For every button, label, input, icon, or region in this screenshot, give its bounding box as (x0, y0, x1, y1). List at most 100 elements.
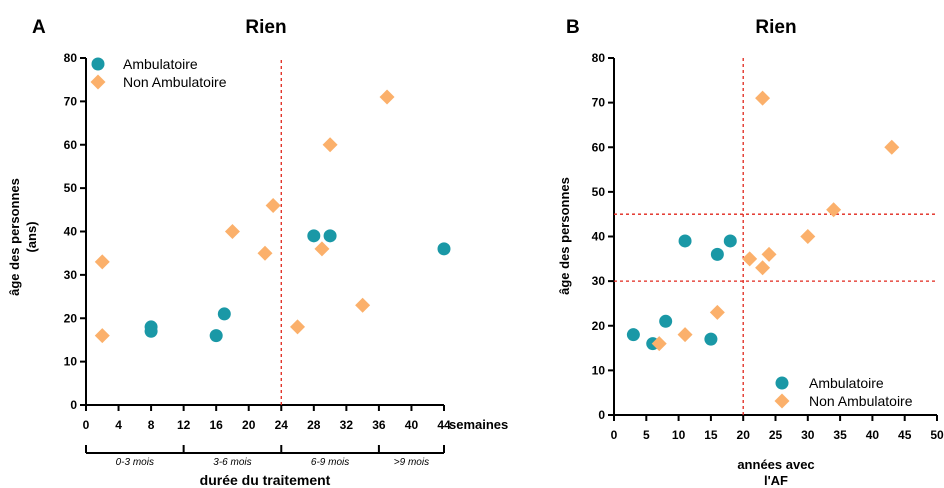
y-axis-title-a-line1: âge des personnes (7, 178, 22, 296)
ambulatoire-point (704, 332, 718, 346)
non-ambulatoire-point (257, 245, 273, 261)
legend-label: Ambulatoire (123, 56, 198, 72)
non-ambulatoire-point (826, 202, 842, 218)
reference-lines-b (614, 58, 937, 415)
period-label: 3-6 mois (213, 457, 251, 468)
x-tick-label: 0 (611, 428, 618, 442)
x-tick-label: 25 (769, 428, 783, 442)
x-unit-label-a: semaines (449, 417, 508, 432)
y-tick-label: 20 (592, 319, 606, 333)
x-tick-label: 50 (930, 428, 944, 442)
x-axis-title-a: durée du traitement (200, 472, 331, 488)
ambulatoire-point (659, 314, 673, 328)
y-tick-label: 30 (64, 268, 78, 282)
x-tick-label: 45 (898, 428, 912, 442)
y-tick-label: 80 (592, 51, 606, 65)
period-label: 0-3 mois (116, 457, 154, 468)
panel-letter-b: B (566, 17, 580, 38)
axes-a: 0 10 20 30 40 50 60 70 80 0 4 8 12 16 20 24 28 32 36 40 44 (64, 51, 451, 432)
legend-label: Non Ambulatoire (123, 74, 227, 90)
x-tick-label: 36 (372, 418, 386, 432)
chart-title-b: Rien (755, 17, 796, 38)
x-tick-label: 12 (177, 418, 191, 432)
x-tick-label: 35 (833, 428, 847, 442)
non-ambulatoire-point (884, 139, 900, 155)
y-tick-label: 10 (64, 355, 78, 369)
period-label: 6-9 mois (311, 457, 349, 468)
ambulatoire-point (626, 328, 640, 342)
ambulatoire-point (323, 229, 337, 243)
x-tick-label: 20 (737, 428, 751, 442)
non-ambulatoire-point (94, 328, 110, 344)
y-tick-label: 70 (64, 94, 78, 108)
x-tick-label: 0 (83, 418, 90, 432)
non-ambulatoire-point (265, 197, 281, 213)
x-tick-label: 30 (801, 428, 815, 442)
legend-a: Ambulatoire Non Ambulatoire (90, 56, 227, 90)
ambulatoire-point (437, 242, 451, 256)
y-tick-label: 80 (64, 51, 78, 65)
non-ambulatoire-point (761, 246, 777, 262)
non-ambulatoire-point (709, 304, 725, 320)
ambulatoire-point (209, 329, 223, 343)
chart-panel-a: A Rien âge des personnes (ans) semaines … (7, 17, 508, 488)
x-tick-label: 28 (307, 418, 321, 432)
x-tick-label: 16 (210, 418, 224, 432)
legend-marker-ambulatoire (775, 376, 789, 390)
y-tick-label: 40 (64, 225, 78, 239)
y-tick-label: 40 (592, 230, 606, 244)
legend-label: Ambulatoire (809, 375, 884, 391)
y-tick-label: 50 (64, 181, 78, 195)
legend-marker-ambulatoire (91, 57, 105, 71)
x-tick-label: 20 (242, 418, 256, 432)
x-tick-label: 10 (672, 428, 686, 442)
y-tick-label: 0 (598, 408, 605, 422)
chart-panel-b: B Rien âge des personnes années avec l'A… (557, 17, 944, 488)
x-axis-title-b-line2: l'AF (764, 473, 788, 488)
chart-title-a: Rien (245, 17, 286, 38)
y-tick-label: 70 (592, 96, 606, 110)
y-tick-label: 60 (592, 140, 606, 154)
non-ambulatoire-point (800, 229, 816, 244)
non-ambulatoire-point (379, 89, 395, 105)
ambulatoire-point (307, 229, 321, 243)
x-tick-label: 40 (405, 418, 419, 432)
ambulatoire-point (144, 324, 158, 338)
non-ambulatoire-point (755, 90, 771, 106)
y-tick-label: 0 (70, 398, 77, 412)
non-ambulatoire-point (677, 327, 693, 343)
legend-label: Non Ambulatoire (809, 393, 913, 409)
x-tick-label: 32 (340, 418, 354, 432)
x-tick-label: 4 (115, 418, 122, 432)
non-ambulatoire-point (314, 241, 330, 257)
non-ambulatoire-point (755, 260, 771, 276)
x-tick-label: 5 (643, 428, 650, 442)
x-axis-title-b-line1: années avec (737, 457, 814, 472)
ambulatoire-point (678, 234, 692, 248)
y-axis-title-b: âge des personnes (557, 177, 572, 295)
non-ambulatoire-point (742, 251, 758, 267)
non-ambulatoire-point (651, 336, 667, 352)
y-tick-label: 10 (592, 363, 606, 377)
x-tick-label: 40 (866, 428, 880, 442)
period-bracket-a: 0-3 mois 3-6 mois 6-9 mois >9 mois (85, 445, 445, 468)
legend-marker-non-ambulatoire (90, 74, 106, 90)
ambulatoire-point (723, 234, 737, 248)
legend-b: Ambulatoire Non Ambulatoire (774, 375, 913, 409)
y-axis-title-a-line2: (ans) (24, 221, 39, 252)
non-ambulatoire-point (290, 319, 306, 335)
data-points-b (626, 90, 900, 352)
x-tick-label: 15 (704, 428, 718, 442)
panel-letter-a: A (32, 17, 46, 38)
ambulatoire-point (217, 307, 231, 321)
x-tick-label: 8 (148, 418, 155, 432)
data-points-a (94, 89, 451, 344)
non-ambulatoire-point (94, 254, 110, 270)
y-tick-label: 50 (592, 185, 606, 199)
y-tick-label: 20 (64, 311, 78, 325)
x-tick-label: 44 (437, 418, 451, 432)
y-tick-label: 60 (64, 138, 78, 152)
y-tick-label: 30 (592, 274, 606, 288)
non-ambulatoire-point (322, 137, 338, 153)
